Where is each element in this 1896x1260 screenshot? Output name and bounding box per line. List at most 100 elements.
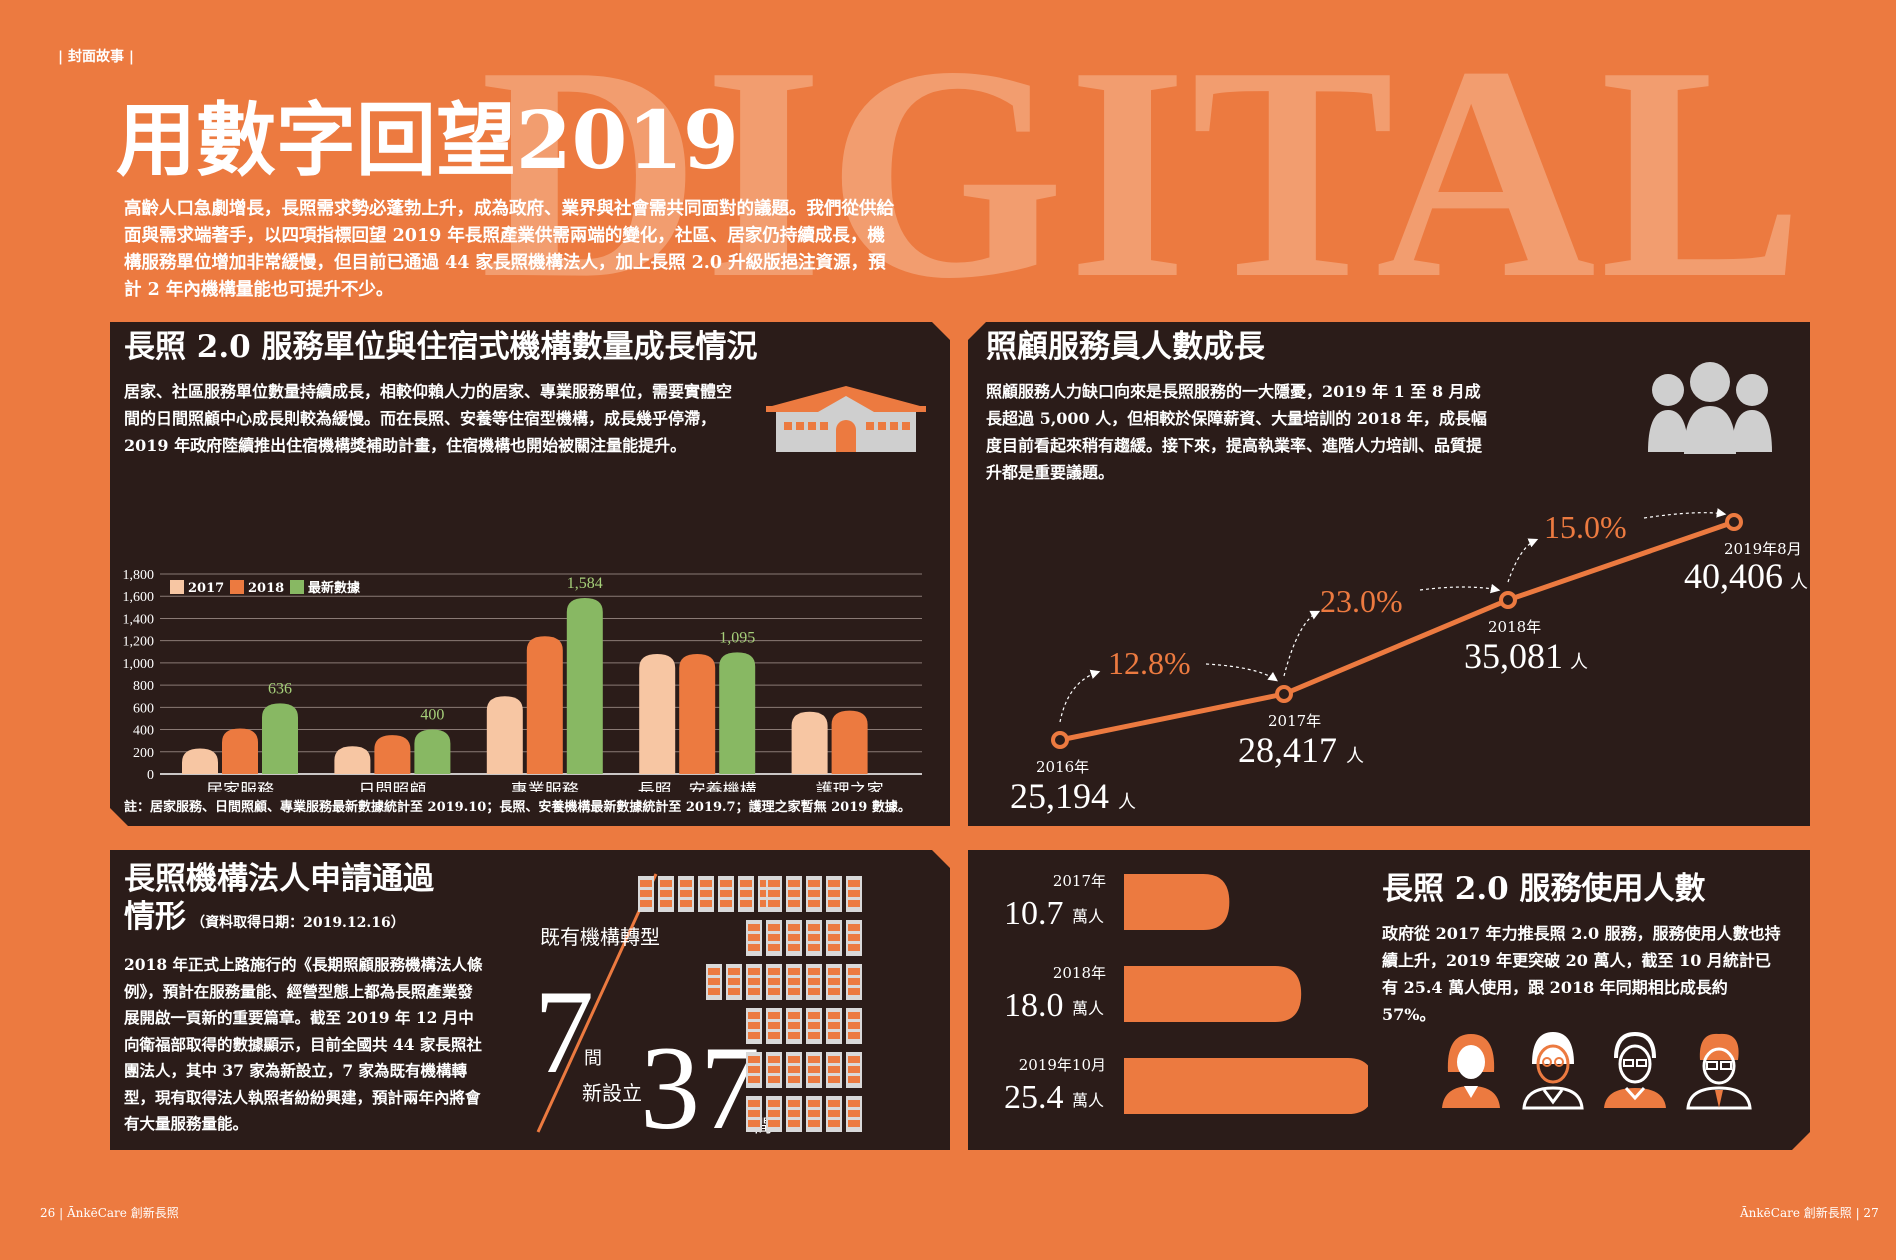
year-label: 2017年 — [1268, 712, 1321, 730]
unit-label: 人 — [1790, 572, 1808, 593]
y-tick-label: 800 — [133, 679, 154, 694]
building-icon — [846, 1052, 862, 1088]
building-icon — [826, 964, 842, 1000]
x-tick-label: 護理之家 — [816, 781, 884, 792]
x-tick-label: 長照、安養機構 — [638, 781, 757, 792]
growth-arrow — [1205, 663, 1278, 682]
y-tick-label: 600 — [133, 701, 154, 716]
building-icon — [746, 920, 762, 956]
service-users-panel: 2017年 10.7 萬人 2018年 18.0 萬人 2019年10月 25.4 萬人 長照 … — [968, 850, 1810, 1150]
footer-page-left: 26 | ĀnkēCare 創新長照 — [40, 1206, 179, 1220]
panel-title: 長照 2.0 服務使用人數 — [1382, 871, 1706, 907]
date-note: （資料取得日期：2019.12.16） — [191, 915, 405, 931]
y-tick-label: 1,400 — [123, 612, 155, 627]
building-icon — [706, 964, 722, 1000]
building-icon — [678, 876, 694, 912]
year-label: 2016年 — [1036, 758, 1089, 776]
building-icon — [698, 876, 714, 912]
footer-page-right: ĀnkēCare 創新長照 | 27 — [1740, 1206, 1879, 1220]
data-label: 400 — [420, 707, 444, 724]
building-icon — [746, 1096, 762, 1132]
building-icon — [658, 876, 674, 912]
service-units-panel: 長照 2.0 服務單位與住宿式機構數量成長情況 居家、社區服務單位數量持續成長，… — [110, 322, 950, 826]
building-icon — [746, 1008, 762, 1044]
building-icon — [806, 964, 822, 1000]
building-icon — [786, 964, 802, 1000]
new-label: 新設立 — [582, 1081, 642, 1105]
panel-title: 長照 2.0 服務單位與住宿式機構數量成長情況 — [124, 329, 758, 365]
data-label: 636 — [268, 680, 292, 697]
bar — [679, 654, 715, 774]
growth-label: 12.8% — [1108, 645, 1191, 681]
data-point — [1499, 591, 1517, 609]
institution-panel: 長照機構法人申請通過 情形 （資料取得日期：2019.12.16） 2018 年… — [110, 850, 950, 1150]
building-icon — [718, 876, 734, 912]
building-icon — [806, 920, 822, 956]
y-tick-label: 400 — [133, 724, 154, 739]
divider-line — [538, 874, 656, 1132]
data-label: 1,095 — [719, 629, 755, 646]
panel-title: 照顧服務員人數成長 — [986, 329, 1265, 365]
new-count: 37 — [640, 1021, 760, 1150]
unit-label: 萬人 — [1072, 907, 1104, 926]
growth-label: 23.0% — [1320, 583, 1403, 619]
converted-count: 7 — [534, 965, 594, 1098]
bar — [414, 730, 450, 774]
unit-label: 萬人 — [1072, 1091, 1104, 1110]
y-tick-label: 200 — [133, 746, 154, 761]
building-icon — [766, 1096, 782, 1132]
unit-label: 人 — [1346, 746, 1364, 767]
converted-label: 既有機構轉型 — [540, 925, 660, 949]
building-icon — [846, 920, 862, 956]
bar — [374, 735, 410, 774]
building-icon — [746, 964, 762, 1000]
intro-paragraph: 高齡人口急劇增長，長照需求勢必蓬勃上升，成為政府、業界與社會需共同面對的議題。我… — [124, 199, 894, 300]
building-icon — [806, 1052, 822, 1088]
woman-icon — [1440, 1028, 1502, 1110]
building-icon — [786, 876, 802, 912]
value-label: 25.4 — [1004, 1079, 1064, 1116]
data-point — [1051, 731, 1069, 749]
x-tick-label: 日間照顧 — [358, 781, 426, 792]
panel-text: 照顧服務人力缺口向來是長照服務的一大隱憂，2019 年 1 至 8 月成長超過 … — [986, 382, 1487, 482]
panel-title: 長照機構法人申請通過 — [124, 861, 434, 897]
bar — [222, 728, 258, 774]
building-icon — [786, 920, 802, 956]
building-icon — [826, 1008, 842, 1044]
x-tick-label: 專業服務 — [511, 781, 579, 792]
building-icon — [766, 876, 782, 912]
year-label: 2018年 — [1488, 618, 1541, 636]
building-icon — [746, 1052, 762, 1088]
building-icon — [786, 1008, 802, 1044]
value-label: 10.7 — [1004, 895, 1064, 932]
building-icon — [846, 1008, 862, 1044]
panel-text: 政府從 2017 年力推長照 2.0 服務，服務使用人數也持續上升，2019 年… — [1382, 924, 1781, 1024]
growth-arrow — [1283, 610, 1321, 677]
growth-arrow — [1419, 583, 1501, 594]
growth-arrow — [1507, 538, 1539, 583]
bar — [487, 696, 523, 774]
building-icon — [806, 876, 822, 912]
year-label: 2019年10月 — [1019, 1056, 1106, 1074]
y-tick-label: 1,000 — [123, 657, 155, 672]
value-label: 40,406 — [1684, 556, 1783, 596]
building-icon — [846, 1096, 862, 1132]
converted-unit: 間 — [584, 1048, 602, 1069]
usage-bar — [1124, 1058, 1368, 1114]
unit-label: 萬人 — [1072, 999, 1104, 1018]
building-icon — [766, 920, 782, 956]
y-tick-label: 1,600 — [123, 590, 155, 605]
building-icon — [726, 964, 742, 1000]
man-glasses-icon — [1686, 1028, 1752, 1110]
building-icon — [738, 876, 754, 912]
building-icon — [826, 1052, 842, 1088]
value-label: 25,194 — [1010, 776, 1109, 816]
building-icon — [846, 876, 862, 912]
building-icon — [638, 876, 654, 912]
bar — [334, 746, 370, 774]
elderly-woman-icon — [1522, 1028, 1584, 1110]
legend-label: 2018 — [248, 581, 284, 596]
growth-line-chart: 12.8% 23.0% 15.0% 2016年 25,194 人 2017年 2… — [1010, 508, 1808, 816]
year-label: 2017年 — [1053, 872, 1106, 890]
value-label: 35,081 — [1464, 636, 1563, 676]
